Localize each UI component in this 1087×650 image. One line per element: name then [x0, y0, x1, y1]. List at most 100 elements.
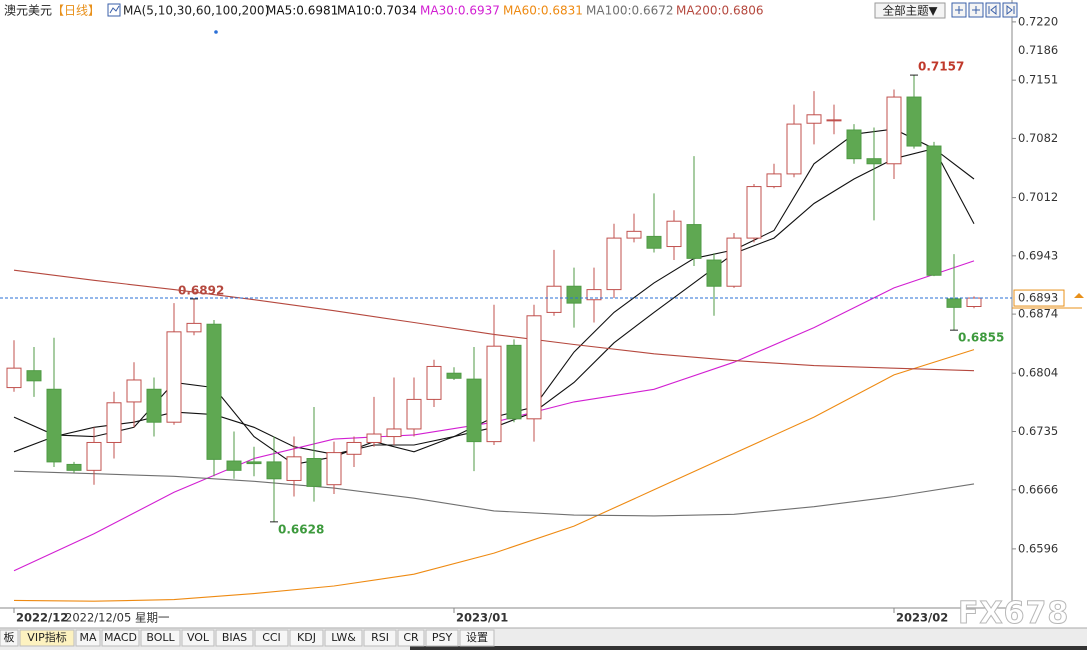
candle-body — [246, 461, 262, 465]
candle-body — [206, 323, 222, 460]
candle-body — [86, 441, 102, 471]
toolbar-tab[interactable] — [19, 629, 75, 647]
legend-entry: MA60:0.6831 — [503, 4, 583, 18]
candle-body — [866, 158, 882, 165]
candle-body — [426, 365, 442, 400]
indicator-icon[interactable] — [107, 3, 121, 17]
candle-body — [346, 441, 362, 455]
toolbar-tab[interactable] — [289, 629, 324, 647]
marker-dot — [214, 30, 218, 34]
y-tick-label: 0.6666 — [1018, 482, 1058, 496]
candle-body — [766, 173, 782, 188]
toolbar-tab[interactable] — [363, 629, 397, 647]
candle-body — [106, 402, 122, 443]
legend-entry: MA30:0.6937 — [420, 4, 500, 18]
candle-body — [846, 129, 862, 160]
y-tick-label: 0.7220 — [1018, 14, 1058, 28]
glyph — [988, 4, 997, 16]
y-tick-label: 0.6735 — [1018, 424, 1058, 438]
ma-line — [13, 349, 975, 602]
plot: 0.6892 0.6628 0.7157 0.6855 — [6, 60, 1004, 602]
toolbar-tab-label: VIP指标 — [27, 630, 66, 644]
candle-body — [186, 322, 202, 333]
candle-body — [386, 428, 402, 438]
extreme-label: 0.6628 — [278, 522, 324, 536]
candle-body — [906, 96, 922, 147]
toolbar-tab[interactable] — [101, 629, 140, 647]
indicator-icon-glyph — [109, 5, 120, 14]
legend-entry: MA10:0.7034 — [337, 4, 417, 18]
toolbar-tab[interactable] — [425, 629, 459, 647]
toolbar-tab-label: BIAS — [222, 631, 247, 644]
ma-line — [13, 470, 975, 517]
candle-body — [826, 119, 842, 122]
x-tick-label: 2022/12 — [16, 611, 68, 625]
candle-body — [286, 456, 302, 481]
candle-body — [646, 235, 662, 249]
current-price-box — [1013, 289, 1065, 307]
period: 【日线】 — [52, 4, 100, 18]
toolbar-tab[interactable] — [181, 629, 215, 647]
indicator-label: MA(5,10,30,60,100,200) — [123, 4, 269, 18]
y-tick-label: 0.7082 — [1018, 131, 1058, 145]
nav-button[interactable] — [1002, 2, 1018, 18]
candle-body — [966, 297, 982, 308]
toolbar-tab-label: RSI — [371, 631, 389, 644]
candle-body — [506, 344, 522, 420]
current-price-label: 0.6893 — [1018, 291, 1058, 305]
y-tick-label: 0.6943 — [1018, 248, 1058, 262]
candle-body — [486, 345, 502, 443]
toolbar-tab[interactable] — [75, 629, 101, 647]
toolbar-tab[interactable] — [0, 629, 19, 647]
glyph — [1006, 4, 1015, 16]
toolbar-tab-label: CCI — [262, 631, 281, 644]
y-tick-label: 0.6804 — [1018, 366, 1058, 380]
candle-body — [746, 186, 762, 239]
candle-body — [606, 237, 622, 291]
x-tick-label: 2023/01 — [456, 611, 508, 625]
legend-entry: MA5:0.6981 — [266, 4, 338, 18]
reference-label: 0.7186 — [1018, 43, 1058, 57]
candle-body — [26, 370, 42, 382]
toolbar-tab-label: 板 — [4, 630, 15, 644]
toolbar-tab-label: MACD — [104, 631, 137, 644]
legend-entry: MA200:0.6806 — [676, 4, 764, 18]
x-tick-label: 2023/02 — [896, 611, 948, 625]
candle-body — [166, 331, 182, 423]
toolbar-tab[interactable] — [324, 629, 363, 647]
toolbar-tab-label: VOL — [187, 631, 210, 644]
candle-body — [146, 388, 162, 423]
toolbar-tab-label: CR — [403, 631, 419, 644]
candle-body — [6, 367, 22, 389]
candle-body — [566, 285, 582, 304]
toolbar-tab[interactable] — [459, 629, 495, 647]
scrollbar[interactable] — [410, 646, 1087, 650]
theme-button[interactable] — [874, 2, 946, 19]
candle-body — [926, 145, 942, 276]
toolbar-tab[interactable] — [254, 629, 289, 647]
candle-body — [226, 460, 242, 471]
current-price-arrow — [1074, 293, 1084, 299]
candle-body — [626, 230, 642, 239]
glyph — [972, 6, 980, 14]
theme-button-label: 全部主题▼ — [883, 4, 938, 18]
toolbar-tab[interactable] — [215, 629, 254, 647]
watermark: FX678 — [957, 596, 1070, 632]
candle-body — [66, 463, 82, 471]
extreme-label: 0.7157 — [918, 60, 964, 74]
candle-body — [686, 224, 702, 259]
toolbar-tab[interactable] — [397, 629, 425, 647]
toolbar-tab-label: LW& — [331, 631, 356, 644]
y-tick-label: 0.7151 — [1018, 73, 1058, 87]
toolbar-tab[interactable] — [140, 629, 181, 647]
candle-body — [446, 372, 462, 379]
candle-body — [546, 285, 562, 313]
candle-body — [666, 220, 682, 248]
candle-body — [406, 398, 422, 430]
view-button-glyphs — [955, 4, 1015, 16]
nav-button[interactable] — [985, 2, 1001, 18]
toolbar-tab-label: BOLL — [146, 631, 175, 644]
candle-body — [706, 259, 722, 287]
toolbar-tab-label: PSY — [432, 631, 453, 644]
